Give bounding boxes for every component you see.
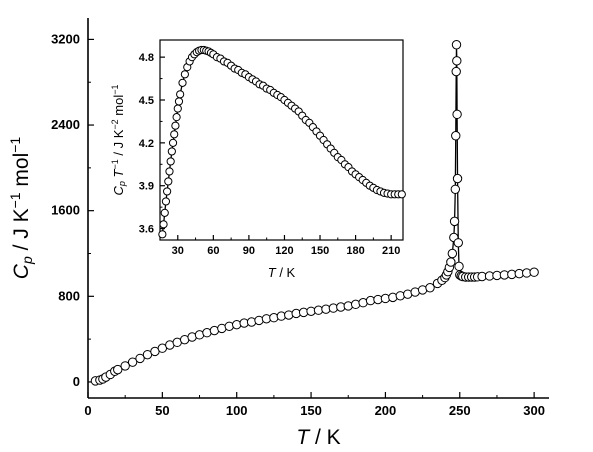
inset-x-tick-label: 120 — [275, 245, 293, 257]
main-x-axis-title: T / K — [296, 426, 340, 449]
main-data-point — [447, 248, 458, 259]
main-data-point — [113, 364, 123, 375]
inset-data-point — [164, 177, 173, 186]
main-y-tick-label: 1600 — [51, 203, 80, 218]
main-x-tick-label: 200 — [375, 403, 397, 418]
inset-y-tick-label: 3.9 — [139, 181, 154, 193]
inset-data-point — [163, 187, 172, 196]
main-data-point — [446, 257, 456, 267]
inset-x-tick-label: 30 — [172, 245, 184, 257]
inset-data-point — [174, 97, 184, 106]
main-data-point — [425, 283, 435, 293]
main-data-point — [452, 56, 462, 66]
main-data-point — [453, 238, 463, 248]
inset-data-point — [166, 157, 175, 166]
main-x-tick-label: 100 — [226, 403, 248, 418]
main-data-point — [120, 361, 130, 371]
inset-y-tick-label: 4.5 — [139, 95, 154, 107]
inset-data-point — [172, 113, 181, 122]
main-x-tick-label: 250 — [449, 403, 471, 418]
main-data-point — [452, 173, 463, 184]
inset-data-point — [165, 167, 174, 176]
inset-data-point — [178, 78, 187, 87]
main-y-axis-title: Cp / J K−1 mol−1 — [7, 137, 35, 280]
inset-data-point — [159, 220, 168, 229]
main-y-tick-label: 800 — [58, 288, 80, 303]
inset-data-point — [180, 70, 189, 79]
main-data-point — [127, 357, 138, 367]
main-y-tick-label: 2400 — [51, 117, 80, 132]
inset-data-point — [167, 147, 176, 156]
inset-y-tick-label: 3.6 — [139, 224, 154, 236]
inset-data-point — [168, 138, 178, 147]
inset-plot: 30 60 90 120 150 180 210 3.6 3.9 4.2 4.5 4.8 T / K Cp… — [110, 39, 406, 280]
inset-data-point — [173, 104, 182, 113]
main-data-point — [449, 216, 460, 227]
main-data-point — [454, 261, 464, 272]
inset-data-point — [176, 90, 185, 99]
inset-data-point — [158, 230, 167, 239]
main-x-tick-label: 150 — [300, 403, 322, 418]
main-data-point — [451, 40, 462, 50]
inset-x-tick-label: 60 — [207, 245, 219, 257]
inset-data-point — [171, 121, 180, 130]
main-data-point — [451, 66, 461, 77]
main-y-tick-label: 0 — [73, 374, 80, 389]
inset-y-tick-label: 4.2 — [139, 138, 154, 150]
inset-y-axis-title: Cp T−1 / J K−2 mol−1 — [110, 85, 127, 196]
main-data-point — [529, 267, 539, 277]
main-plot: 0 50 100 150 200 250 300 0 800 1600 2400 3200 T / K C… — [7, 18, 549, 449]
inset-data-point — [397, 190, 406, 199]
inset-x-tick-label: 210 — [382, 245, 400, 257]
main-x-tick-label: 300 — [523, 403, 545, 418]
inset-y-tick-label: 4.8 — [139, 52, 154, 64]
main-x-tick-label: 0 — [84, 403, 91, 418]
main-data-point — [450, 184, 461, 194]
main-data-point — [135, 353, 145, 364]
main-y-tick-label: 3200 — [51, 31, 80, 46]
inset-frame — [159, 39, 404, 241]
inset-data-point — [160, 208, 169, 217]
inset-x-tick-label: 180 — [346, 245, 364, 257]
main-data-point — [451, 131, 461, 141]
inset-x-tick-label: 90 — [243, 245, 255, 257]
inset-data-point — [161, 197, 171, 206]
main-data-point — [452, 109, 462, 120]
main-x-tick-label: 50 — [155, 403, 169, 418]
inset-x-tick-label: 150 — [311, 245, 329, 257]
inset-x-axis-title: T / K — [268, 265, 296, 280]
inset-data-point — [170, 130, 179, 139]
